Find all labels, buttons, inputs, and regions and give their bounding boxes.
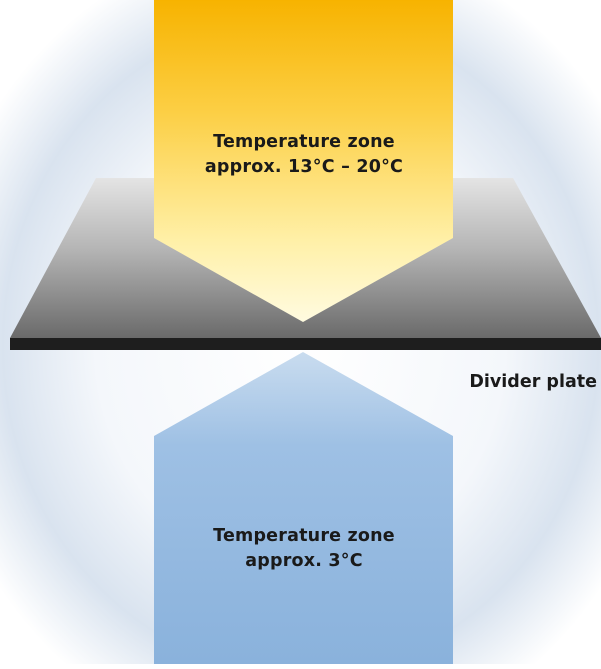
- cold-zone-range: approx. 3°C: [245, 551, 363, 571]
- divider-plate-label: Divider plate: [469, 372, 597, 392]
- warm-zone-label: Temperature zone approx. 13°C – 20°C: [154, 130, 454, 180]
- warm-zone-arrow: [154, 0, 453, 322]
- divider-plate-edge: [10, 338, 601, 350]
- warm-zone-range: approx. 13°C – 20°C: [204, 157, 404, 177]
- cold-zone-label: Temperature zone approx. 3°C: [154, 524, 454, 574]
- cold-zone-arrow: [154, 352, 453, 664]
- warm-zone-title: Temperature zone: [213, 132, 395, 152]
- cold-zone-title: Temperature zone: [213, 526, 395, 546]
